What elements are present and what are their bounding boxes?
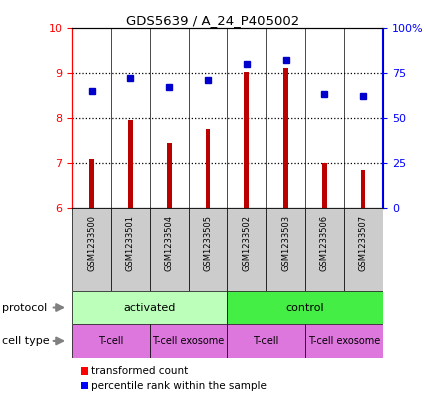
Bar <box>244 72 249 208</box>
Bar <box>167 143 172 208</box>
Bar <box>344 208 383 291</box>
Text: percentile rank within the sample: percentile rank within the sample <box>91 381 267 391</box>
Bar <box>128 120 133 208</box>
Bar <box>227 291 382 324</box>
Bar <box>266 208 305 291</box>
Bar <box>361 170 366 208</box>
Text: GDS5639 / A_24_P405002: GDS5639 / A_24_P405002 <box>126 14 299 27</box>
Text: T-cell: T-cell <box>253 336 279 346</box>
Bar <box>189 208 227 291</box>
Bar <box>305 324 382 358</box>
Text: GSM1233507: GSM1233507 <box>359 215 368 271</box>
Bar <box>150 324 227 358</box>
Bar <box>72 208 111 291</box>
Text: GSM1233502: GSM1233502 <box>242 215 251 271</box>
Text: control: control <box>286 303 324 312</box>
Text: GSM1233503: GSM1233503 <box>281 215 290 271</box>
Text: protocol: protocol <box>2 303 47 312</box>
Bar <box>89 159 94 208</box>
Bar <box>283 68 288 208</box>
Bar <box>227 208 266 291</box>
Bar <box>227 324 305 358</box>
Bar <box>305 208 344 291</box>
Text: T-cell: T-cell <box>98 336 124 346</box>
Bar <box>206 129 210 208</box>
Bar <box>111 208 150 291</box>
Text: GSM1233501: GSM1233501 <box>126 215 135 271</box>
Text: GSM1233500: GSM1233500 <box>87 215 96 271</box>
Bar <box>322 163 327 208</box>
Text: cell type: cell type <box>2 336 50 346</box>
Bar <box>72 324 150 358</box>
Text: GSM1233504: GSM1233504 <box>165 215 174 271</box>
Text: T-cell exosome: T-cell exosome <box>308 336 380 346</box>
Bar <box>72 291 227 324</box>
Text: T-cell exosome: T-cell exosome <box>153 336 225 346</box>
Text: GSM1233506: GSM1233506 <box>320 215 329 271</box>
Text: GSM1233505: GSM1233505 <box>204 215 212 271</box>
Text: activated: activated <box>124 303 176 312</box>
Text: transformed count: transformed count <box>91 366 189 376</box>
Bar <box>150 208 189 291</box>
